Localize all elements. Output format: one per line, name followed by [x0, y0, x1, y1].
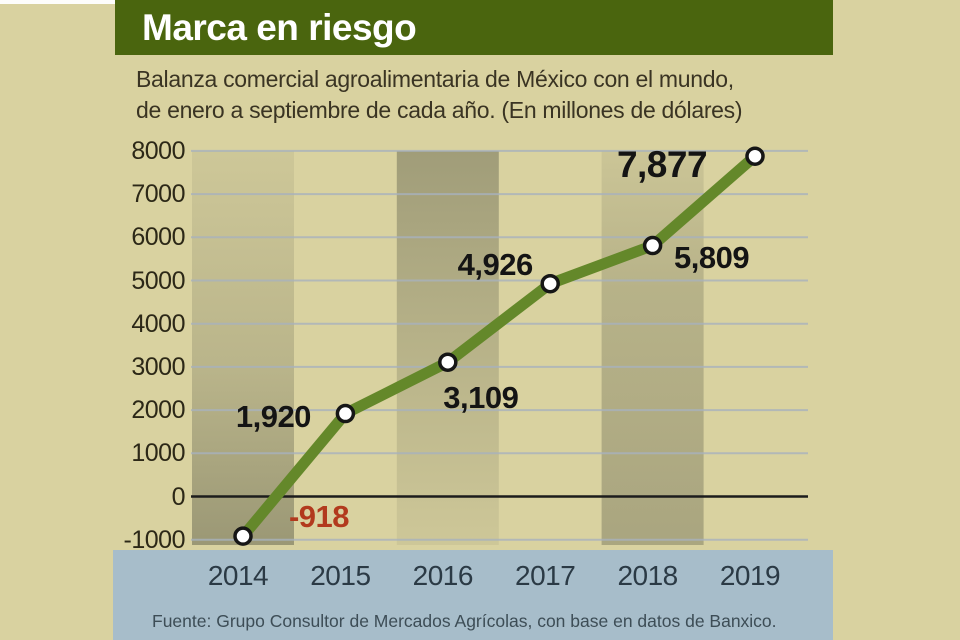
chart-subtitle-line-2: de enero a septiembre de cada año. (En m… — [136, 97, 743, 123]
data-point-2017 — [540, 273, 560, 294]
data-point-2015 — [335, 403, 356, 424]
title-banner: Marca en riesgo — [115, 0, 833, 55]
shaded-band-2016 — [396, 151, 499, 545]
chart-subtitle-line-1: Balanza comercial agroalimentaria de Méx… — [136, 66, 734, 92]
x-axis-strip — [113, 550, 833, 640]
shaded-band-2014 — [192, 151, 294, 545]
data-point-2014 — [233, 526, 253, 546]
trend-line — [237, 150, 761, 542]
chart-subtitle: Balanza comercial agroalimentaria de Méx… — [136, 64, 743, 126]
data-point-2018 — [642, 235, 663, 256]
source-line: Fuente: Grupo Consultor de Mercados Agrí… — [152, 611, 777, 631]
top-white-strip — [0, 0, 115, 4]
shaded-column-bands — [192, 151, 704, 545]
data-points — [233, 146, 765, 546]
page-title: Marca en riesgo — [142, 6, 417, 48]
data-point-2019 — [745, 146, 765, 166]
data-point-2016 — [438, 352, 458, 372]
